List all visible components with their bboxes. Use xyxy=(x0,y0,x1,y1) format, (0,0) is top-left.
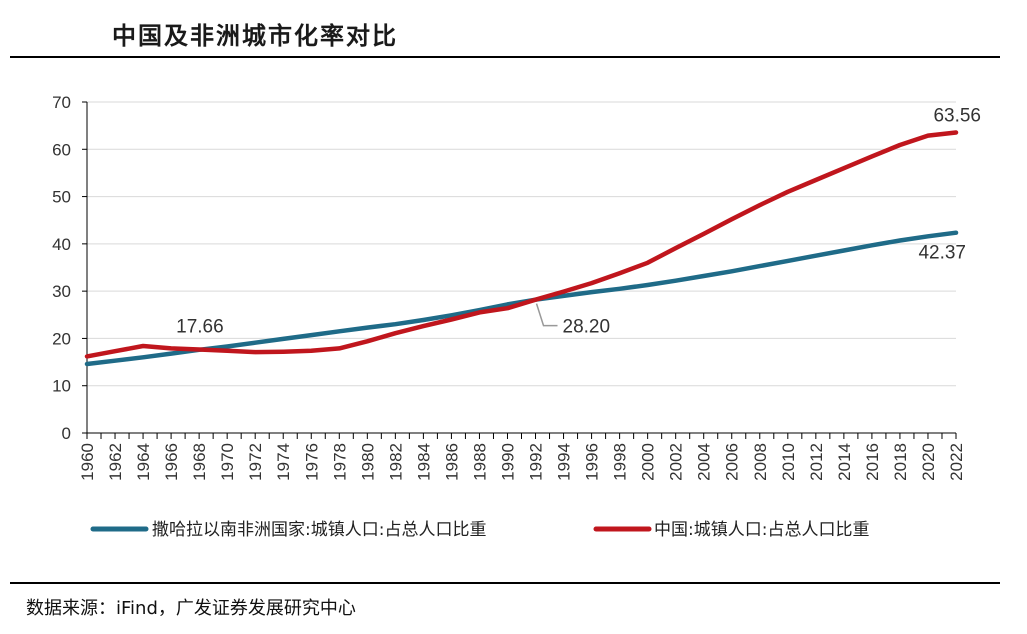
legend: 撒哈拉以南非洲国家:城镇人口:占总人口比重 中国:城镇人口:占总人口比重 xyxy=(90,520,869,540)
series-line-china xyxy=(84,130,959,359)
annotation-17-66: 17.66 xyxy=(176,316,224,337)
x-tick-label: 1964 xyxy=(134,443,153,481)
annotation-63-56: 63.56 xyxy=(933,105,981,126)
y-tick-label: 40 xyxy=(52,235,71,254)
y-tick-label: 50 xyxy=(52,188,71,207)
x-tick-label: 1960 xyxy=(78,443,97,481)
x-tick-label: 2014 xyxy=(835,443,854,481)
x-tick-label: 2000 xyxy=(639,443,658,481)
x-tick-label: 2008 xyxy=(751,443,770,481)
x-tick-label: 1984 xyxy=(414,443,433,481)
y-tick-label: 30 xyxy=(52,282,71,301)
annotation-28-20: 28.20 xyxy=(563,317,611,338)
y-tick-label: 0 xyxy=(62,424,71,443)
series-line-africa xyxy=(84,230,959,367)
x-tick-label: 1970 xyxy=(218,443,237,481)
line-chart: 0 10 20 30 40 50 60 70 1960 1962 1964 1966 1968 1970… xyxy=(52,93,981,540)
x-tick-label: 1976 xyxy=(302,443,321,481)
y-tick-label: 60 xyxy=(52,140,71,159)
y-tick-label: 20 xyxy=(52,329,71,348)
x-tick-label: 2018 xyxy=(891,443,910,481)
x-tick-label: 1998 xyxy=(611,443,630,481)
x-tick-label: 1972 xyxy=(246,443,265,481)
legend-item-africa-label: 撒哈拉以南非洲国家:城镇人口:占总人口比重 xyxy=(152,520,486,540)
x-tick-label: 2020 xyxy=(919,443,938,481)
top-divider xyxy=(10,56,1000,58)
y-axis: 0 10 20 30 40 50 60 70 xyxy=(52,93,88,443)
x-tick-label: 2006 xyxy=(723,443,742,481)
x-tick-label: 1974 xyxy=(274,443,293,481)
x-tick-label: 1966 xyxy=(162,443,181,481)
x-tick-label: 1994 xyxy=(555,443,574,481)
x-tick-label: 1968 xyxy=(190,443,209,481)
x-tick-label: 1996 xyxy=(583,443,602,481)
x-tick-label: 2002 xyxy=(667,443,686,481)
legend-item-china-label: 中国:城镇人口:占总人口比重 xyxy=(654,520,869,540)
x-tick-label: 1988 xyxy=(470,443,489,481)
series-lines xyxy=(84,130,959,367)
leader-line xyxy=(535,303,558,327)
x-tick-label: 2004 xyxy=(695,443,714,481)
x-tick-label: 2016 xyxy=(863,443,882,481)
chart-title: 中国及非洲城市化率对比 xyxy=(112,21,398,50)
x-tick-label: 1962 xyxy=(106,443,125,481)
y-tick-label: 10 xyxy=(52,377,71,396)
x-tick-label: 2010 xyxy=(779,443,798,481)
source-note: 数据来源：iFind，广发证券发展研究中心 xyxy=(26,598,356,619)
bottom-divider xyxy=(10,582,1000,584)
x-axis: 1960 1962 1964 1966 1968 1970 1972 1974 1976 1978… xyxy=(78,432,966,481)
annotation-42-37: 42.37 xyxy=(918,243,966,264)
x-tick-label: 1992 xyxy=(527,443,546,481)
x-tick-label: 2012 xyxy=(807,443,826,481)
x-tick-label: 1980 xyxy=(358,443,377,481)
x-tick-label: 1982 xyxy=(386,443,405,481)
x-tick-label: 1978 xyxy=(330,443,349,481)
x-tick-label: 1986 xyxy=(442,443,461,481)
x-tick-label: 1990 xyxy=(498,443,517,481)
y-tick-label: 70 xyxy=(52,93,71,112)
annotations: 17.66 28.20 63.56 42.37 xyxy=(176,105,981,337)
x-tick-label: 2022 xyxy=(947,443,966,481)
gridlines xyxy=(87,101,956,387)
